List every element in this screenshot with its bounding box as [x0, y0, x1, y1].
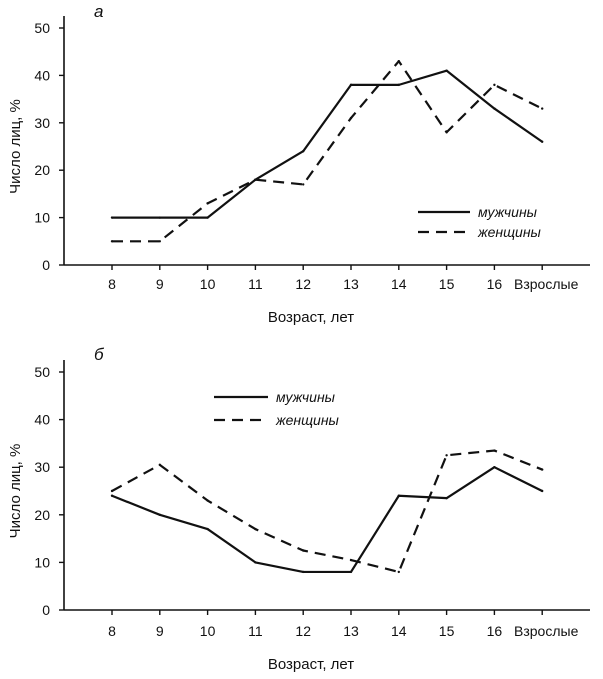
data-point	[110, 494, 114, 497]
x-tick-label: 8	[108, 276, 116, 292]
data-point	[541, 107, 544, 110]
data-point	[493, 83, 496, 87]
data-point	[397, 59, 400, 63]
data-point	[158, 513, 161, 516]
x-tick-label: 10	[200, 276, 216, 292]
x-tick-label: 14	[391, 276, 407, 292]
y-tick-label: 10	[34, 554, 50, 570]
y-tick-label: 20	[34, 162, 50, 178]
data-point	[541, 140, 544, 143]
data-point	[445, 454, 448, 457]
data-point	[397, 494, 400, 497]
x-tick-label: 14	[391, 623, 407, 639]
x-tick-label: 15	[439, 276, 455, 292]
x-tick-label: 13	[343, 276, 359, 292]
data-point	[349, 570, 353, 574]
y-tick-label: 20	[34, 507, 50, 523]
chart-panel-b: 0 10 20 30 40 50 8 9 10 11 12 13 14 15 16 Взрослые Возра…	[7, 345, 590, 673]
panel-label: б	[94, 345, 105, 364]
data-point	[349, 83, 353, 87]
legend-label: мужчины	[276, 389, 336, 405]
x-axis-label: Возраст, лет	[268, 309, 354, 326]
x-tick-label: Взрослые	[514, 276, 579, 292]
data-point	[493, 449, 496, 452]
data-point	[541, 489, 544, 493]
series-line-men	[112, 69, 543, 219]
x-tick-label: 13	[343, 623, 359, 639]
data-point	[206, 527, 209, 531]
series-line-men	[111, 466, 543, 574]
legend-label: женщины	[477, 224, 542, 240]
data-point	[206, 499, 209, 502]
data-point	[445, 496, 448, 500]
y-axis-label: Число лиц, %	[7, 444, 24, 539]
data-point	[445, 69, 448, 72]
data-point	[110, 489, 114, 493]
series-line-women	[111, 449, 543, 574]
data-point	[445, 131, 448, 134]
data-point	[541, 468, 544, 471]
data-point	[206, 202, 209, 205]
x-tick-label: 9	[156, 276, 164, 292]
x-tick-label: 11	[248, 623, 263, 639]
x-tick-label: 16	[487, 623, 503, 639]
legend-label: женщины	[275, 412, 340, 428]
data-point	[302, 150, 305, 153]
data-point	[493, 107, 496, 110]
data-point	[302, 183, 305, 186]
data-point	[158, 216, 161, 219]
y-tick-label: 50	[34, 364, 50, 380]
panel-label: а	[94, 2, 103, 21]
data-point	[110, 240, 114, 243]
x-tick-label: 10	[200, 623, 216, 639]
data-point	[349, 558, 353, 562]
chart-panel-a: 0 10 20 30 40 50 8 9 10 11 12 13 14 15 16 Взрослые Возра…	[7, 2, 590, 326]
data-point	[254, 561, 257, 564]
x-tick-label: 12	[295, 623, 311, 639]
y-tick-label: 0	[42, 257, 50, 273]
x-tick-label: 9	[156, 623, 164, 639]
data-point	[158, 240, 161, 243]
x-tick-label: 15	[439, 623, 455, 639]
series-line-women	[112, 60, 543, 243]
legend-label: мужчины	[478, 204, 538, 220]
x-tick-label: 8	[108, 623, 116, 639]
y-tick-label: 40	[34, 412, 50, 428]
y-tick-label: 40	[34, 67, 50, 83]
data-point	[110, 216, 114, 219]
x-tick-label: 12	[295, 276, 311, 292]
x-tick-label: Взрослые	[514, 623, 579, 639]
data-point	[397, 83, 400, 87]
data-point	[302, 570, 305, 574]
y-tick-label: 30	[34, 115, 50, 131]
x-tick-label: 16	[487, 276, 503, 292]
x-axis-label: Возраст, лет	[268, 656, 354, 673]
y-tick-label: 10	[34, 210, 50, 226]
y-tick-label: 0	[42, 602, 50, 618]
data-point	[206, 216, 209, 219]
x-tick-label: 11	[248, 276, 263, 292]
data-point	[254, 527, 257, 531]
data-point	[302, 549, 305, 552]
y-tick-label: 30	[34, 459, 50, 475]
data-point	[254, 178, 257, 181]
y-tick-label: 50	[34, 20, 50, 36]
data-point	[397, 570, 400, 574]
data-point	[158, 463, 161, 467]
y-axis-label: Число лиц, %	[7, 99, 24, 194]
data-point	[493, 466, 496, 469]
data-point	[349, 116, 353, 120]
